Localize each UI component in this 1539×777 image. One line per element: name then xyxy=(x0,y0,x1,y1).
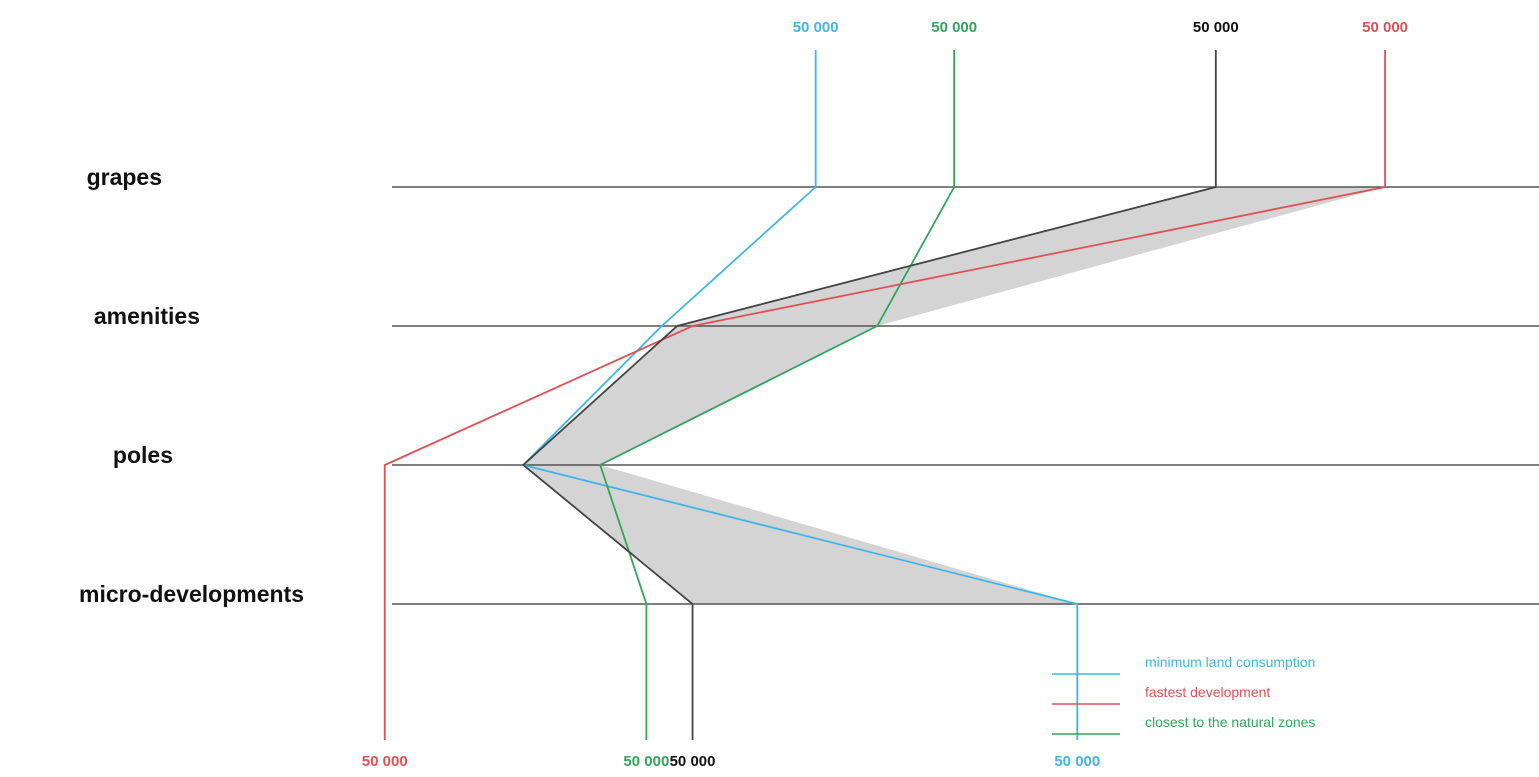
series-line-red xyxy=(383,50,1386,740)
series-line-black xyxy=(521,50,1217,740)
row-label-grapes: grapes xyxy=(87,164,162,190)
legend: minimum land consumption fastest developm… xyxy=(1052,654,1315,735)
top-tick-label-blue: 50 000 xyxy=(793,19,839,36)
bottom-tick-label-red: 50 000 xyxy=(362,753,408,770)
label-layer: grapes amenities poles micro-developments 50… xyxy=(79,19,1408,770)
top-tick-label-green: 50 000 xyxy=(931,19,977,36)
row-label-micro-developments: micro-developments xyxy=(79,581,304,607)
row-label-amenities: amenities xyxy=(94,303,200,329)
legend-label-red: fastest development xyxy=(1145,684,1270,700)
legend-label-blue: minimum land consumption xyxy=(1145,654,1315,670)
shaded-band xyxy=(523,187,1386,604)
row-baseline-layer xyxy=(392,186,1539,605)
legend-label-green: closest to the natural zones xyxy=(1145,714,1315,730)
top-tick-label-red: 50 000 xyxy=(1362,19,1408,36)
bottom-tick-label-blue: 50 000 xyxy=(1054,753,1100,770)
bottom-tick-label-green: 50 000 xyxy=(623,753,669,770)
series-line-green xyxy=(599,50,956,740)
shaded-band-layer xyxy=(523,187,1386,604)
series-line-blue xyxy=(521,50,1079,740)
bottom-tick-label-black: 50 000 xyxy=(670,753,716,770)
top-tick-label-black: 50 000 xyxy=(1193,19,1239,36)
series-line-layer xyxy=(383,50,1386,740)
row-label-poles: poles xyxy=(113,442,173,468)
